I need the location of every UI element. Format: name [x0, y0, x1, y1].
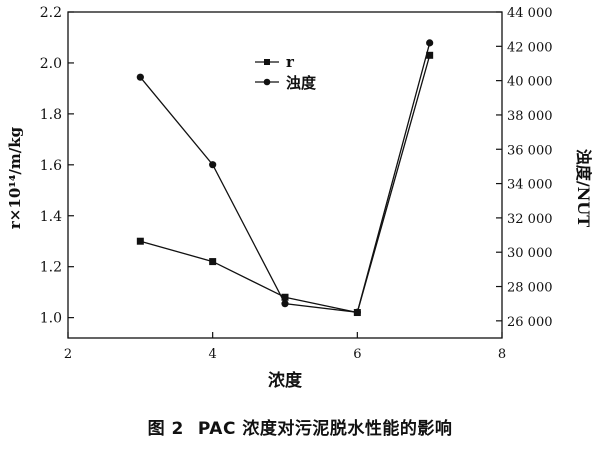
right-y-tick-label: 40 000 [507, 75, 553, 90]
legend-item-turbidity: 浊度 [255, 74, 317, 92]
left-y-axis-label: r×10¹⁴/m/kg [6, 126, 24, 229]
data-point-r [426, 51, 434, 59]
x-tick-label: 8 [498, 347, 506, 362]
data-point-r [136, 237, 144, 245]
plot-frame [67, 11, 503, 339]
right-y-tick-label: 38 000 [507, 109, 553, 124]
caption-text: PAC 浓度对污泥脱水性能的影响 [197, 419, 453, 439]
left-y-tick-label: 1.6 [40, 158, 62, 174]
figure-caption: 图 2 PAC 浓度对污泥脱水性能的影响 [0, 414, 600, 439]
series-line-turbidity [139, 42, 431, 314]
legend-square-marker [264, 59, 270, 65]
right-y-tick-label: 26 000 [507, 315, 553, 330]
data-point-turbidity [426, 39, 434, 47]
right-y-tick-label: 42 000 [507, 40, 553, 55]
right-y-tick-label: 32 000 [507, 212, 553, 227]
data-point-r [281, 293, 289, 301]
left-y-tick-label: 1.8 [40, 107, 62, 123]
right-y-tick-label: 30 000 [507, 246, 553, 261]
legend-circle-marker [263, 78, 271, 86]
legend-item-r: r [255, 53, 295, 71]
data-point-turbidity [281, 300, 289, 308]
left-y-tick-label: 1.2 [40, 260, 62, 276]
series-layer [136, 39, 434, 317]
x-tick-label: 6 [353, 347, 361, 362]
right-y-axis-ticks: 26 000 28 000 30 000 32 000 34 000 36 000 38 0… [496, 6, 553, 330]
legend: r 浊度 [255, 53, 317, 92]
x-axis-label: 浓度 [268, 370, 303, 391]
right-y-tick-label: 28 000 [507, 281, 553, 296]
data-point-turbidity [209, 161, 217, 169]
data-point-r [209, 258, 217, 266]
right-y-tick-label: 34 000 [507, 178, 553, 193]
left-y-axis-ticks: 1.0 1.2 1.4 1.6 1.8 2.0 2.2 [40, 5, 74, 327]
x-tick-label: 2 [64, 347, 72, 362]
x-tick-label: 4 [209, 347, 217, 362]
left-y-tick-label: 2.2 [40, 5, 62, 21]
figure-number: 图 2 [147, 419, 184, 439]
line-chart: 2 4 6 8 1.0 1.2 1.4 1.6 1.8 2.0 2.2 26 000 28 000 3… [6, 5, 593, 391]
left-y-tick-label: 2.0 [40, 56, 62, 72]
series-line-r [140, 55, 431, 314]
left-y-tick-label: 1.0 [40, 311, 62, 327]
legend-label-r: r [286, 53, 295, 71]
right-y-tick-label: 44 000 [507, 6, 553, 21]
data-point-turbidity [136, 73, 144, 81]
data-point-turbidity [353, 308, 361, 316]
right-y-axis-label: 浊度/NUT [574, 149, 593, 227]
right-y-tick-label: 36 000 [507, 143, 553, 158]
left-y-tick-label: 1.4 [40, 209, 62, 225]
legend-label-turbidity: 浊度 [286, 74, 317, 92]
x-axis-ticks: 2 4 6 8 [64, 332, 506, 362]
